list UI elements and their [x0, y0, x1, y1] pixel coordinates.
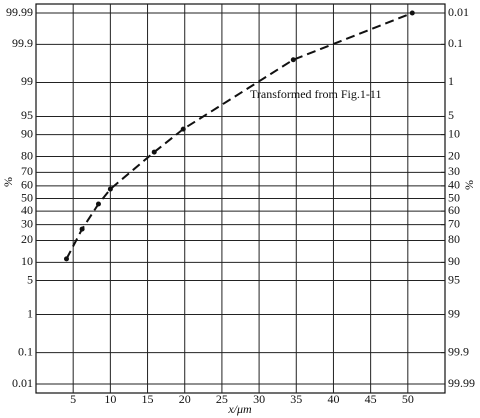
x-tick-label: 20 — [179, 392, 191, 406]
y-tick-label: 20 — [21, 232, 33, 246]
y-tick-label: 80 — [21, 148, 33, 162]
y-tick-label: 0.1 — [18, 344, 33, 358]
y2-tick-label: 1 — [448, 74, 454, 88]
y-tick-label: 95 — [21, 108, 33, 122]
x-tick-label: 5 — [70, 392, 76, 406]
y-tick-label: 10 — [21, 254, 33, 268]
x-tick-label: 50 — [402, 392, 414, 406]
y2-tick-label: 80 — [448, 232, 460, 246]
x-tick-label: 25 — [216, 392, 228, 406]
x-tick-label: 45 — [365, 392, 377, 406]
y-tick-label: 99.9 — [12, 36, 33, 50]
y2-tick-label: 95 — [448, 272, 460, 286]
y2-tick-label: 99.9 — [448, 344, 469, 358]
y2-tick-label: 5 — [448, 108, 454, 122]
y-tick-label: 90 — [21, 126, 33, 140]
y-tick-label: 30 — [21, 216, 33, 230]
data-point — [95, 201, 101, 207]
data-line — [65, 12, 413, 260]
data-point — [290, 57, 296, 63]
data-point — [409, 10, 415, 16]
data-point — [79, 226, 85, 232]
y2-tick-label: 60 — [448, 203, 460, 217]
y-axis-title: % — [1, 177, 15, 187]
data-point — [107, 186, 113, 192]
y2-tick-label: 70 — [448, 216, 460, 230]
x-tick-label: 30 — [253, 392, 265, 406]
data-point — [180, 126, 186, 132]
annotation: Transformed from Fig.1-11 — [250, 87, 381, 101]
x-tick-label: 40 — [327, 392, 339, 406]
y2-tick-label: 10 — [448, 126, 460, 140]
y-tick-label: 50 — [21, 190, 33, 204]
x-tick-label: 10 — [104, 392, 116, 406]
y2-tick-label: 30 — [448, 164, 460, 178]
y-tick-label: 0.01 — [12, 376, 33, 390]
y-tick-label: 70 — [21, 164, 33, 178]
y-tick-label: 1 — [27, 306, 33, 320]
y2-tick-label: 99.99 — [448, 376, 475, 390]
y-tick-label: 40 — [21, 203, 33, 217]
y-tick-label: 99.99 — [6, 5, 33, 19]
x-tick-label: 15 — [142, 392, 154, 406]
y2-tick-label: 99 — [448, 306, 460, 320]
y2-tick-label: 20 — [448, 148, 460, 162]
y-tick-label: 5 — [27, 272, 33, 286]
y2-tick-label: 90 — [448, 254, 460, 268]
y-tick-label: 99 — [21, 74, 33, 88]
data-point — [63, 256, 69, 262]
y2-axis-title: % — [462, 180, 476, 190]
y2-tick-label: 0.1 — [448, 36, 463, 50]
data-point — [151, 149, 157, 155]
x-axis-title: x/μm — [227, 402, 252, 416]
y2-tick-label: 50 — [448, 190, 460, 204]
x-tick-label: 35 — [290, 392, 302, 406]
y2-tick-label: 40 — [448, 178, 460, 192]
y2-tick-label: 0.01 — [448, 5, 469, 19]
y-tick-label: 60 — [21, 178, 33, 192]
